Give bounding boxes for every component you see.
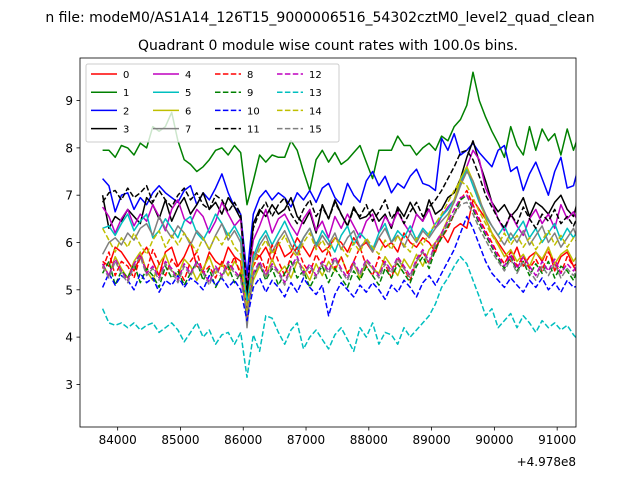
- legend-label-12: 12: [309, 70, 322, 81]
- x-tick-label: 87000: [287, 433, 325, 447]
- series-line-5: [102, 168, 576, 305]
- legend-label-2: 2: [123, 106, 129, 117]
- legend-label-3: 3: [123, 125, 129, 136]
- legend-label-6: 6: [185, 106, 191, 117]
- series-line-15: [101, 201, 576, 315]
- series-line-13: [101, 255, 576, 379]
- legend-label-5: 5: [185, 88, 191, 99]
- x-tick-label: 84000: [99, 433, 137, 447]
- legend-label-10: 10: [247, 106, 260, 117]
- legend-frame: [85, 63, 340, 143]
- legend-label-9: 9: [247, 88, 253, 99]
- y-tick-label: 7: [65, 189, 73, 203]
- legend-label-13: 13: [309, 88, 322, 99]
- x-tick-label: 85000: [161, 433, 199, 447]
- y-tick-label: 8: [65, 141, 73, 155]
- series-line-11: [101, 149, 576, 291]
- series-line-7: [101, 170, 576, 329]
- legend-label-7: 7: [185, 125, 191, 136]
- x-tick-label: 91000: [538, 433, 576, 447]
- legend-label-15: 15: [309, 125, 322, 136]
- y-tick-label: 4: [65, 331, 73, 345]
- legend-label-1: 1: [123, 88, 129, 99]
- legend-label-14: 14: [309, 106, 322, 117]
- y-tick-label: 5: [65, 283, 73, 297]
- series-layer: [101, 71, 576, 379]
- series-line-1: [102, 71, 576, 206]
- legend-label-0: 0: [123, 70, 129, 81]
- series-line-12: [101, 194, 576, 312]
- chart-title: Quadrant 0 module wise count rates with …: [138, 38, 518, 54]
- x-tick-label: 88000: [350, 433, 388, 447]
- legend-label-4: 4: [185, 70, 191, 81]
- series-line-2: [102, 132, 576, 277]
- legend-label-8: 8: [247, 70, 253, 81]
- x-axis: 84000 85000 86000 87000 88000 89000 90000 91000: [99, 427, 576, 447]
- series-line-14: [101, 180, 576, 312]
- y-axis: 3 4 5 6 7 8 9: [65, 94, 80, 392]
- legend-label-11: 11: [247, 125, 260, 136]
- y-tick-label: 6: [65, 236, 73, 250]
- y-tick-label: 9: [65, 94, 73, 108]
- x-tick-label: 89000: [413, 433, 451, 447]
- x-offset-label: +4.978e8: [517, 455, 576, 469]
- y-tick-label: 3: [65, 378, 73, 392]
- series-line-3: [101, 140, 576, 301]
- x-tick-label: 90000: [475, 433, 513, 447]
- figure-suptitle: n file: modeM0/AS1A14_126T15_9000006516_…: [45, 10, 594, 26]
- x-tick-label: 86000: [224, 433, 262, 447]
- series-line-10: [101, 215, 576, 322]
